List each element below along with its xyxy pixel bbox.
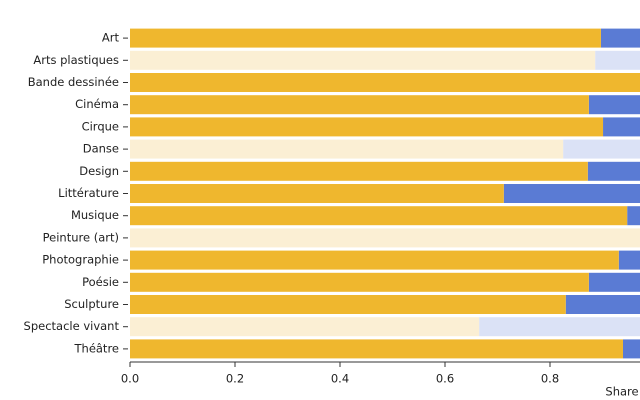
bar-segment: [563, 139, 640, 159]
x-tick-label: 0.4: [331, 372, 349, 386]
y-tick-label: Peinture (art): [43, 230, 119, 244]
bar-segment: [130, 228, 640, 248]
bar-segment: [565, 295, 640, 314]
bar-segment: [130, 295, 566, 314]
y-tick-label: Spectacle vivant: [24, 319, 120, 333]
x-axis-title: Share: [605, 385, 638, 399]
y-tick-label: Théâtre: [74, 341, 120, 355]
bar-segment: [503, 184, 640, 203]
bar-segment: [603, 117, 640, 137]
x-tick-label: 0.6: [436, 372, 454, 386]
y-tick-label: Poésie: [82, 275, 119, 289]
bar-segment: [587, 161, 640, 181]
bar-segment: [600, 28, 640, 48]
bar-segment: [130, 339, 623, 359]
bar-segment: [130, 139, 564, 159]
y-tick-label: Bande dessinée: [28, 75, 119, 89]
bar-segment: [595, 50, 640, 70]
y-tick-label: Danse: [83, 142, 119, 156]
y-tick-label: Photographie: [42, 253, 119, 267]
bar-segment: [622, 339, 640, 359]
y-tick-label: Cinéma: [75, 97, 119, 111]
bar-segment: [130, 28, 601, 48]
bar-segment: [130, 95, 589, 115]
y-tick-label: Design: [79, 164, 119, 178]
x-tick-label: 0.2: [226, 372, 244, 386]
bar-segment: [130, 50, 596, 70]
bar-segment: [130, 272, 589, 292]
x-tick-label: 0.0: [121, 372, 139, 386]
bar-segment: [130, 73, 640, 92]
bar-segment: [627, 206, 640, 226]
bar-segment: [588, 95, 640, 115]
x-tick-label: 0.8: [541, 372, 559, 386]
bar-segment: [588, 272, 640, 292]
y-tick-label: Art: [102, 31, 120, 45]
bar-segment: [479, 317, 640, 337]
bar-segment: [130, 184, 504, 203]
bar-segment: [130, 250, 619, 270]
y-tick-label: Littérature: [58, 186, 119, 200]
y-tick-label: Arts plastiques: [33, 53, 119, 67]
bar-segment: [130, 317, 480, 337]
bar-segment: [618, 250, 640, 270]
bar-segment: [130, 117, 604, 137]
y-tick-label: Sculpture: [64, 297, 119, 311]
bar-segment: [130, 206, 628, 226]
y-tick-label: Musique: [71, 208, 119, 222]
y-tick-label: Cirque: [82, 119, 119, 133]
bar-segment: [130, 161, 588, 181]
